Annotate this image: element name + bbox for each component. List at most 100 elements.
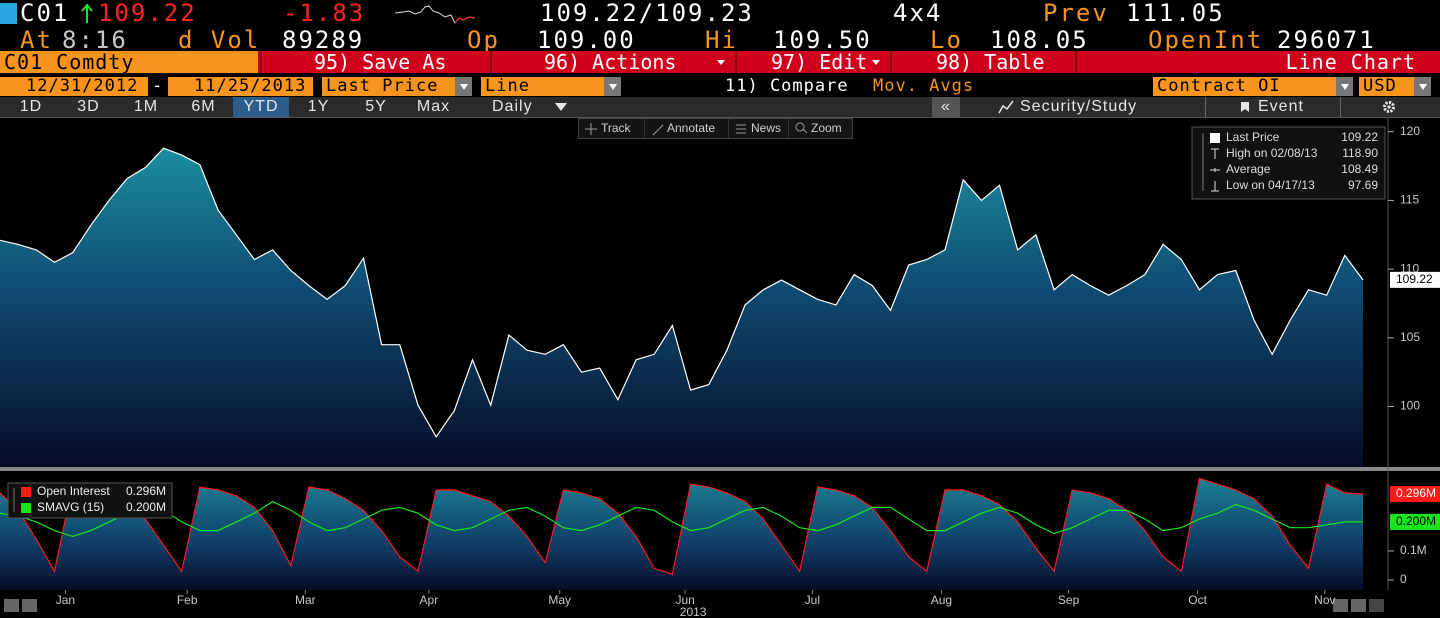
legend-value: 97.69	[1348, 178, 1378, 192]
menu-button[interactable]: 95) Save As	[260, 51, 490, 73]
y-tick-label: 120	[1400, 124, 1420, 138]
collapse[interactable]: «	[932, 97, 960, 117]
field-select[interactable]: Last Price	[322, 77, 472, 96]
period-tab[interactable]: 1M	[133, 98, 159, 115]
menu-button[interactable]: 98) Table	[890, 51, 1075, 73]
scroll-button[interactable]	[1333, 599, 1348, 612]
legend-label: Average	[1226, 162, 1271, 176]
y-tick-label: 115	[1400, 193, 1419, 207]
legend-icon	[1210, 133, 1220, 143]
prev-label: Prev	[1043, 0, 1109, 27]
lower-study-select[interactable]: Contract OI	[1153, 77, 1353, 96]
frequency[interactable]: Daily	[492, 98, 533, 115]
status-square	[0, 3, 17, 24]
x-tick-label: Apr	[420, 593, 439, 607]
legend-value: 108.49	[1341, 162, 1378, 176]
tool-button[interactable]: Annotate	[645, 119, 729, 138]
series-line	[0, 500, 1363, 538]
moving-averages[interactable]: Mov. Avgs	[873, 76, 975, 96]
low-label: Lo	[930, 26, 963, 54]
bid-ask: 109.22/109.23	[540, 0, 754, 27]
last-value-label: 109.22	[1396, 272, 1433, 286]
last-value-badge	[1390, 271, 1440, 288]
x-tick-label: Aug	[931, 593, 952, 607]
x-tick-label: Nov	[1314, 593, 1335, 607]
open: 109.00	[537, 26, 636, 54]
high: 109.50	[773, 26, 872, 54]
period-tab[interactable]: 5Y	[365, 98, 387, 115]
legend-swatch	[21, 487, 31, 497]
settings-icon[interactable]	[1382, 100, 1396, 114]
date-separator: -	[152, 76, 164, 96]
up-arrow	[81, 4, 93, 23]
event[interactable]: Event	[1258, 98, 1304, 115]
x-tick-label: Sep	[1058, 593, 1080, 607]
currency-select[interactable]: USD	[1359, 77, 1431, 96]
legend-box	[7, 482, 173, 519]
end-date[interactable]: 11/25/2013	[168, 77, 313, 96]
last-value-label: 0.296M	[1396, 486, 1436, 500]
y-tick-label: 0.1M	[1400, 543, 1427, 557]
period-tab[interactable]: 6M	[191, 98, 216, 115]
period-tab[interactable]: 1Y	[307, 98, 330, 115]
legend-swatch	[21, 503, 31, 513]
legend-value: 118.90	[1342, 146, 1378, 160]
size: 4x4	[893, 0, 943, 27]
style-select[interactable]: Line	[481, 77, 621, 96]
last-value-badge	[1390, 486, 1440, 503]
legend-icon	[1211, 148, 1219, 159]
open-interest: 296071	[1277, 26, 1376, 54]
area-fill	[0, 148, 1363, 467]
compare[interactable]: 11) Compare	[725, 76, 849, 96]
period-tab[interactable]: 1D	[19, 98, 43, 115]
legend-label: Open Interest	[37, 484, 110, 498]
security[interactable]: C01 Comdty	[0, 51, 258, 73]
series-line	[0, 477, 1364, 575]
last-value-label: 0.200M	[1396, 514, 1436, 528]
security-study[interactable]: Security/Study	[1020, 98, 1138, 115]
tool-button[interactable]: Zoom	[811, 121, 842, 135]
y-tick-label: 0	[1400, 572, 1407, 586]
high-label: Hi	[705, 26, 738, 54]
y-tick-label: 105	[1400, 330, 1420, 344]
separator	[1205, 97, 1206, 117]
legend-label: Last Price	[1226, 130, 1280, 144]
start-date[interactable]: 12/31/2012	[0, 77, 148, 96]
legend-label: SMAVG (15)	[37, 500, 104, 514]
menu-button[interactable]: 97) Edit	[735, 51, 890, 73]
time-label: At	[20, 26, 53, 54]
period-tab[interactable]: YTD	[233, 97, 289, 117]
x-tick-label: Jul	[805, 593, 820, 607]
scroll-button[interactable]	[4, 599, 19, 612]
legend-value: 109.22	[1341, 130, 1378, 144]
prev-close: 111.05	[1126, 0, 1225, 27]
open-label: Op	[467, 26, 500, 54]
legend-value: 0.296M	[126, 484, 166, 498]
scroll-button[interactable]	[1351, 599, 1366, 612]
x-tick-label: Feb	[177, 593, 198, 607]
legend-icon	[1211, 181, 1219, 192]
panel-divider	[0, 467, 1440, 471]
tool-button[interactable]: News	[729, 119, 789, 138]
scroll-button[interactable]	[22, 599, 37, 612]
menu-button[interactable]: 96) Actions	[490, 51, 735, 73]
tool-icon	[795, 122, 808, 134]
period-bar: Daily « Security/Study Event 1D 3D 1M 6M YTD…	[0, 97, 1440, 118]
chart-tools: Track Annotate News Zoom	[578, 118, 853, 139]
period-tab[interactable]: 3D	[77, 98, 100, 115]
menu-bar: C01 Comdty 95) Save As 96) Actions 97) E…	[0, 51, 1440, 73]
volume: 89289	[282, 26, 365, 54]
legend-value: 0.200M	[126, 500, 166, 514]
tool-button[interactable]: Track	[579, 119, 645, 138]
scroll-button[interactable]	[1369, 599, 1384, 612]
period-tab[interactable]: Max	[416, 98, 451, 115]
last-value-badge	[1390, 513, 1440, 530]
event-icon	[1241, 102, 1249, 112]
series-line	[0, 147, 1364, 438]
area-fill	[0, 478, 1363, 590]
y-tick-label: 100	[1400, 399, 1420, 413]
legend-box	[1191, 126, 1386, 200]
legend-icon	[1210, 168, 1220, 172]
